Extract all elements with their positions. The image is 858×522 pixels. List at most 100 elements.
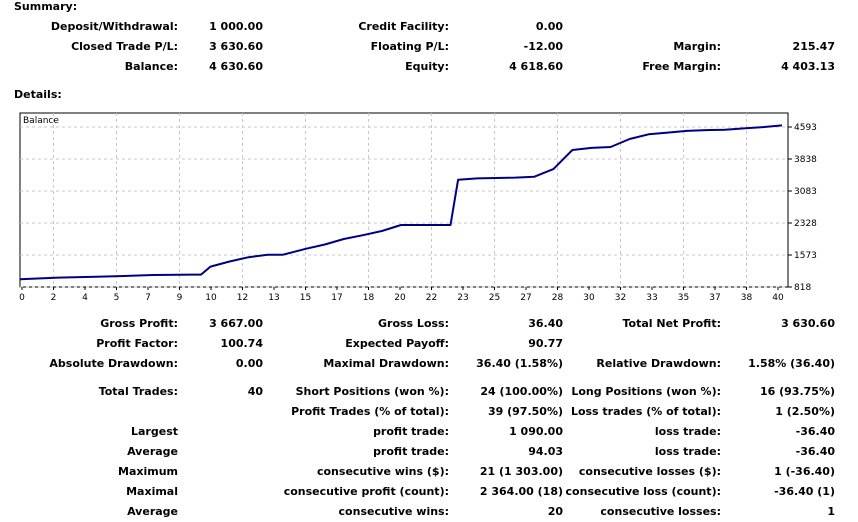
stat-label: Credit Facility: xyxy=(358,20,449,33)
stat-label: Average xyxy=(127,445,178,458)
stat-value: 3 630.60 xyxy=(209,40,263,53)
x-tick-label: 17 xyxy=(331,293,342,303)
stat-value: 90.77 xyxy=(528,337,563,350)
y-tick-label: 3083 xyxy=(794,187,817,197)
stat-label: Deposit/Withdrawal: xyxy=(50,20,178,33)
stat-label: consecutive wins ($): xyxy=(316,465,449,478)
stat-label: Free Margin: xyxy=(642,60,721,73)
x-tick-label: 13 xyxy=(268,293,279,303)
stat-label: Profit Trades (% of total): xyxy=(291,405,449,418)
stat-label: Closed Trade P/L: xyxy=(71,40,178,53)
stat-value: 94.03 xyxy=(528,445,563,458)
stat-label: Floating P/L: xyxy=(370,40,449,53)
balance-line xyxy=(19,124,783,281)
stat-label: consecutive losses ($): xyxy=(578,465,721,478)
summary-heading: Summary: xyxy=(14,0,78,13)
stat-label: Average xyxy=(127,505,178,518)
stat-label: consecutive wins: xyxy=(338,505,449,518)
stat-value: 0.00 xyxy=(235,357,263,370)
x-tick-label: 28 xyxy=(552,293,564,303)
stat-label: Maximal xyxy=(126,485,178,498)
stat-label: Maximal Drawdown: xyxy=(323,357,449,370)
stat-label: Absolute Drawdown: xyxy=(49,357,178,370)
x-tick-label: 2 xyxy=(51,293,57,303)
plot-frame xyxy=(19,112,789,288)
stat-label: Long Positions (won %): xyxy=(571,385,721,398)
stat-label: Short Positions (won %): xyxy=(295,385,449,398)
stat-value: 24 (100.00%) xyxy=(480,385,563,398)
x-tick-label: 12 xyxy=(237,293,248,303)
x-tick-label: 4 xyxy=(82,293,88,303)
stat-value: 36.40 (1.58%) xyxy=(476,357,563,370)
stat-label: Maximum xyxy=(118,465,178,478)
stat-label: consecutive losses: xyxy=(600,505,721,518)
x-tick-label: 15 xyxy=(300,293,311,303)
stat-label: Total Net Profit: xyxy=(622,317,722,330)
x-tick-label: 25 xyxy=(489,293,500,303)
x-tick-label: 18 xyxy=(363,293,375,303)
stat-label: Profit Factor: xyxy=(96,337,178,350)
y-tick-label: 818 xyxy=(794,283,811,293)
stat-value: 1 (-36.40) xyxy=(774,465,835,478)
stat-value: 39 (97.50%) xyxy=(487,405,563,418)
stat-value: 4 630.60 xyxy=(209,60,263,73)
stat-label: Balance: xyxy=(124,60,178,73)
stat-value: 36.40 xyxy=(528,317,563,330)
stat-value: 1 000.00 xyxy=(209,20,263,33)
y-tick-label: 1573 xyxy=(794,251,817,261)
stat-value: 3 667.00 xyxy=(209,317,263,330)
details-heading: Details: xyxy=(14,88,62,101)
stat-value: 4 403.13 xyxy=(781,60,835,73)
stat-value: 1.58% (36.40) xyxy=(748,357,835,370)
stat-value: -12.00 xyxy=(523,40,563,53)
stat-label: Gross Loss: xyxy=(378,317,449,330)
stat-label: Largest xyxy=(131,425,178,438)
stat-label: Total Trades: xyxy=(98,385,178,398)
stat-value: 3 630.60 xyxy=(781,317,835,330)
x-tick-label: 33 xyxy=(646,293,657,303)
x-tick-label: 37 xyxy=(709,293,720,303)
x-tick-label: 35 xyxy=(678,293,689,303)
stat-value: 100.74 xyxy=(220,337,263,350)
x-tick-label: 5 xyxy=(114,293,120,303)
stat-value: 16 (93.75%) xyxy=(759,385,835,398)
y-tick-label: 4593 xyxy=(794,123,817,133)
stat-label: Margin: xyxy=(673,40,721,53)
stat-label: Relative Drawdown: xyxy=(596,357,721,370)
stat-value: 0.00 xyxy=(535,20,563,33)
stat-label: loss trade: xyxy=(654,445,721,458)
y-tick-label: 2328 xyxy=(794,219,817,229)
x-tick-label: 38 xyxy=(741,293,753,303)
stat-value: 1 (2.50%) xyxy=(775,405,835,418)
x-tick-label: 32 xyxy=(615,293,626,303)
x-tick-label: 7 xyxy=(145,293,151,303)
stat-label: profit trade: xyxy=(373,425,449,438)
x-tick-label: 9 xyxy=(177,293,183,303)
y-tick-label: 3838 xyxy=(794,155,817,165)
x-tick-label: 40 xyxy=(772,293,784,303)
balance-chart: 4593 3838 3083 2328 1573 818 0 2 4 5 7 9 10 12 13 15 17 1… xyxy=(17,110,843,308)
stat-label: Gross Profit: xyxy=(100,317,178,330)
x-tick-label: 22 xyxy=(426,293,437,303)
stat-label: profit trade: xyxy=(373,445,449,458)
x-tick-label: 10 xyxy=(205,293,217,303)
stat-value: 2 364.00 (18) xyxy=(479,485,563,498)
stat-label: loss trade: xyxy=(654,425,721,438)
x-tick-label: 30 xyxy=(583,293,595,303)
stat-value: 1 090.00 xyxy=(509,425,563,438)
stat-label: consecutive profit (count): xyxy=(283,485,449,498)
x-tick-label: 27 xyxy=(520,293,531,303)
stat-value: 40 xyxy=(247,385,263,398)
stat-value: -36.40 (1) xyxy=(774,485,835,498)
stat-value: 215.47 xyxy=(792,40,835,53)
stat-value: 1 xyxy=(827,505,835,518)
stat-value: -36.40 xyxy=(795,425,835,438)
stat-label: consecutive loss (count): xyxy=(565,485,721,498)
stat-label: Expected Payoff: xyxy=(345,337,449,350)
stat-value: -36.40 xyxy=(795,445,835,458)
x-tick-label: 20 xyxy=(394,293,406,303)
stat-value: 4 618.60 xyxy=(509,60,563,73)
stat-label: Loss trades (% of total): xyxy=(570,405,721,418)
stat-value: 21 (1 303.00) xyxy=(479,465,563,478)
